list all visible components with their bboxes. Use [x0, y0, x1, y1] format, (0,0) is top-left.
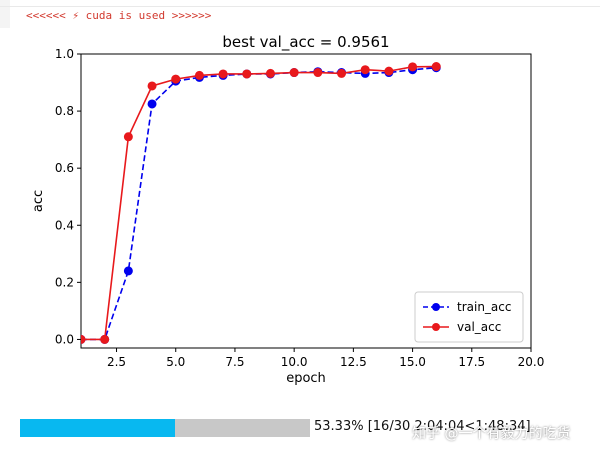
data-point-val-acc: [100, 334, 110, 344]
data-point-val-acc: [408, 62, 418, 72]
x-axis-label: epoch: [286, 371, 326, 386]
y-tick-label: 0.0: [55, 332, 74, 346]
y-tick-label: 0.2: [55, 275, 74, 289]
data-point-val-acc: [242, 69, 252, 79]
x-tick-label: 15.0: [399, 355, 426, 369]
x-tick-label: 20.0: [518, 355, 545, 369]
log-output: <<<<<< ⚡ cuda is used >>>>>>: [26, 9, 212, 22]
data-point-val-acc: [289, 68, 299, 78]
watermark: 知乎 @一个有毅力的吃货: [412, 426, 571, 442]
data-point-train-acc: [147, 99, 157, 109]
series-line-val-acc: [81, 65, 437, 341]
data-point-val-acc: [171, 74, 181, 84]
accuracy-chart: best val_acc = 0.9561 2.5 5.0 7.5 10.0 12.5 15…: [31, 33, 545, 386]
data-point-val-acc: [147, 81, 157, 91]
x-tick-label: 10.0: [281, 355, 308, 369]
x-tick-label: 7.5: [225, 355, 244, 369]
cell-gutter: [0, 0, 10, 28]
data-point-val-acc: [431, 62, 441, 72]
data-point-val-acc: [384, 66, 394, 76]
data-point-val-acc: [218, 69, 228, 79]
y-axis-label: acc: [31, 190, 46, 212]
plot-frame: [80, 53, 532, 349]
chart-title: best val_acc = 0.9561: [222, 33, 389, 52]
legend-entry: train_acc: [457, 300, 511, 314]
plot-area: [81, 62, 441, 344]
y-tick-label: 0.8: [55, 104, 74, 118]
data-point-val-acc: [337, 68, 347, 78]
y-tick-label: 1.0: [55, 47, 74, 61]
data-point-train-acc: [123, 266, 133, 276]
y-tick-label: 0.4: [55, 218, 74, 232]
x-tick-label: 2.5: [107, 355, 126, 369]
data-point-val-acc: [194, 70, 204, 80]
progress-text: 53.33% [16/30 2:04:04<1:48:34]: [314, 419, 531, 434]
progress-fill: [20, 419, 175, 437]
legend-entry: val_acc: [457, 320, 501, 334]
divider: [0, 6, 600, 7]
progress-track: [20, 419, 310, 437]
legend-swatch-marker: [432, 303, 440, 311]
x-tick-label: 12.5: [340, 355, 367, 369]
data-point-val-acc: [81, 334, 86, 344]
x-tick-label: 17.5: [458, 355, 485, 369]
series-line-train-acc: [81, 66, 437, 341]
y-tick-label: 0.6: [55, 161, 74, 175]
data-point-val-acc: [265, 68, 275, 78]
data-point-val-acc: [313, 68, 323, 78]
data-point-val-acc: [360, 65, 370, 75]
x-tick-label: 5.0: [166, 355, 185, 369]
progress-bar: 53.33% [16/30 2:04:04<1:48:34]: [20, 418, 600, 440]
data-point-val-acc: [123, 132, 133, 142]
legend-box: [414, 291, 524, 343]
output-header: <<<<<< ⚡ cuda is used >>>>>>: [0, 0, 600, 28]
legend-swatch-marker: [432, 323, 440, 331]
